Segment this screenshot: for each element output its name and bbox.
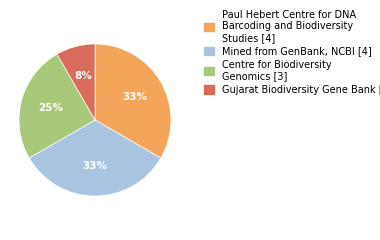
Wedge shape: [57, 44, 95, 120]
Wedge shape: [19, 54, 95, 158]
Text: 33%: 33%: [82, 161, 108, 171]
Text: 25%: 25%: [38, 103, 63, 113]
Legend: Paul Hebert Centre for DNA
Barcoding and Biodiversity
Studies [4], Mined from Ge: Paul Hebert Centre for DNA Barcoding and…: [204, 10, 380, 95]
Text: 33%: 33%: [122, 92, 147, 102]
Wedge shape: [95, 44, 171, 158]
Wedge shape: [29, 120, 161, 196]
Text: 8%: 8%: [74, 71, 92, 81]
